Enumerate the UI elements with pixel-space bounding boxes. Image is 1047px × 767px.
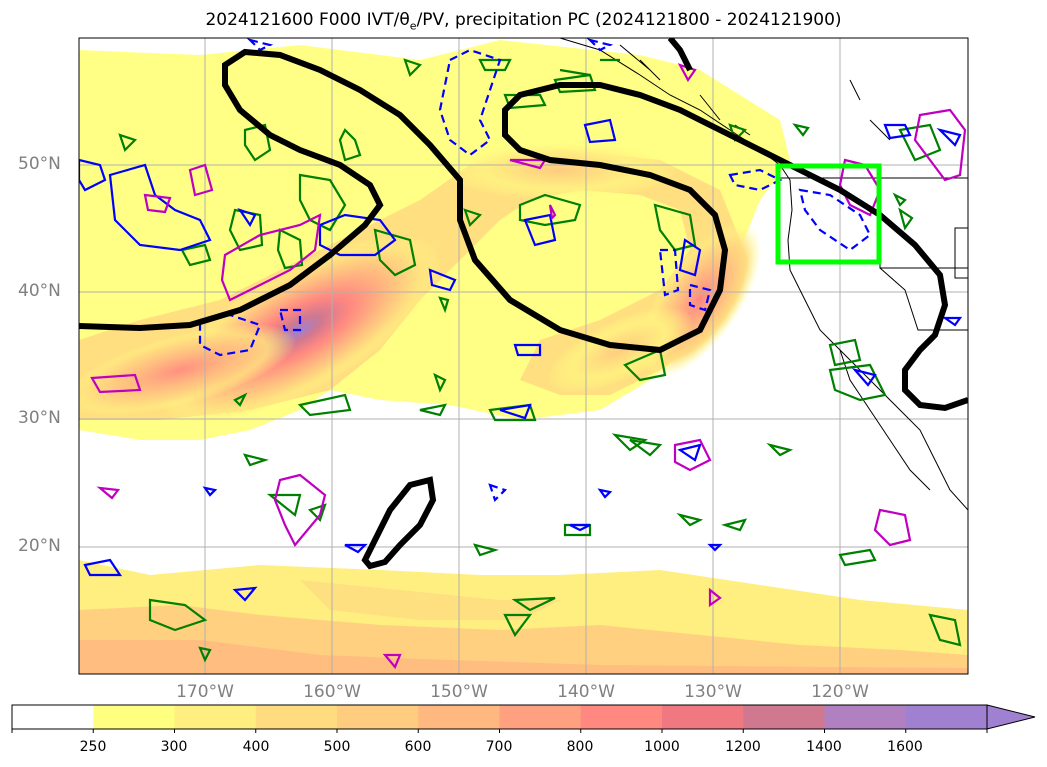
colorbar-tick-label: 1600 bbox=[887, 739, 923, 755]
colorbar-swatch bbox=[499, 705, 582, 729]
colorbar-tick-label: 500 bbox=[323, 739, 351, 755]
colorbar-swatches bbox=[12, 705, 988, 729]
title-suffix: /PV, precipitation PC (2024121800 - 2024… bbox=[416, 10, 842, 30]
lat-label-40n: 40°N bbox=[18, 281, 61, 301]
colorbar-tick-label: 800 bbox=[566, 739, 594, 755]
title-theta: θ bbox=[399, 10, 410, 30]
lat-label-30n: 30°N bbox=[18, 408, 61, 428]
colorbar-swatch bbox=[905, 705, 988, 729]
colorbar-ticks bbox=[11, 729, 988, 733]
lat-label-50n: 50°N bbox=[18, 154, 61, 174]
colorbar-swatch bbox=[743, 705, 825, 729]
colorbar-swatch bbox=[174, 705, 257, 729]
theta-e-positive-contours bbox=[118, 58, 962, 663]
colorbar-tick-label: 1000 bbox=[644, 739, 680, 755]
lat-label-20n: 20°N bbox=[18, 536, 61, 556]
theta-e-negative-contours bbox=[79, 118, 963, 602]
colorbar-swatch bbox=[580, 705, 663, 729]
colorbar-tick-label: 250 bbox=[79, 739, 107, 755]
colorbar-swatch bbox=[12, 705, 94, 729]
graticule bbox=[79, 38, 968, 674]
region-box bbox=[775, 163, 882, 265]
colorbar-swatch bbox=[337, 705, 419, 729]
colorbar-tick-label: 400 bbox=[242, 739, 270, 755]
colorbar-tick-label: 1200 bbox=[725, 739, 761, 755]
title-theta-sub: e bbox=[409, 19, 417, 33]
map-layers bbox=[79, 38, 968, 674]
ivt-contours bbox=[79, 38, 968, 570]
lon-label-130w: 130°W bbox=[684, 682, 742, 702]
ivt-shading bbox=[79, 40, 968, 674]
colorbar-swatch bbox=[418, 705, 500, 729]
colorbar-swatch bbox=[824, 705, 907, 729]
title-prefix: 2024121600 F000 IVT/ bbox=[205, 10, 400, 30]
colorbar-tick-label: 700 bbox=[485, 739, 513, 755]
lon-label-120w: 120°W bbox=[811, 682, 869, 702]
lon-label-150w: 150°W bbox=[430, 682, 488, 702]
colorbar-swatch bbox=[255, 705, 338, 729]
colorbar-tick-label: 600 bbox=[404, 739, 432, 755]
colorbar-extend-arrow bbox=[986, 704, 1036, 730]
map-title: 2024121600 F000 IVT/θe/PV, precipitation… bbox=[0, 10, 1047, 32]
colorbar-swatch bbox=[93, 705, 175, 729]
map-frame bbox=[78, 37, 969, 675]
lon-label-160w: 160°W bbox=[303, 682, 361, 702]
lon-label-140w: 140°W bbox=[557, 682, 615, 702]
lon-label-170w: 170°W bbox=[176, 682, 234, 702]
colorbar-tick-label: 1400 bbox=[806, 739, 842, 755]
colorbar-tick-label: 300 bbox=[160, 739, 188, 755]
colorbar-swatch bbox=[662, 705, 744, 729]
